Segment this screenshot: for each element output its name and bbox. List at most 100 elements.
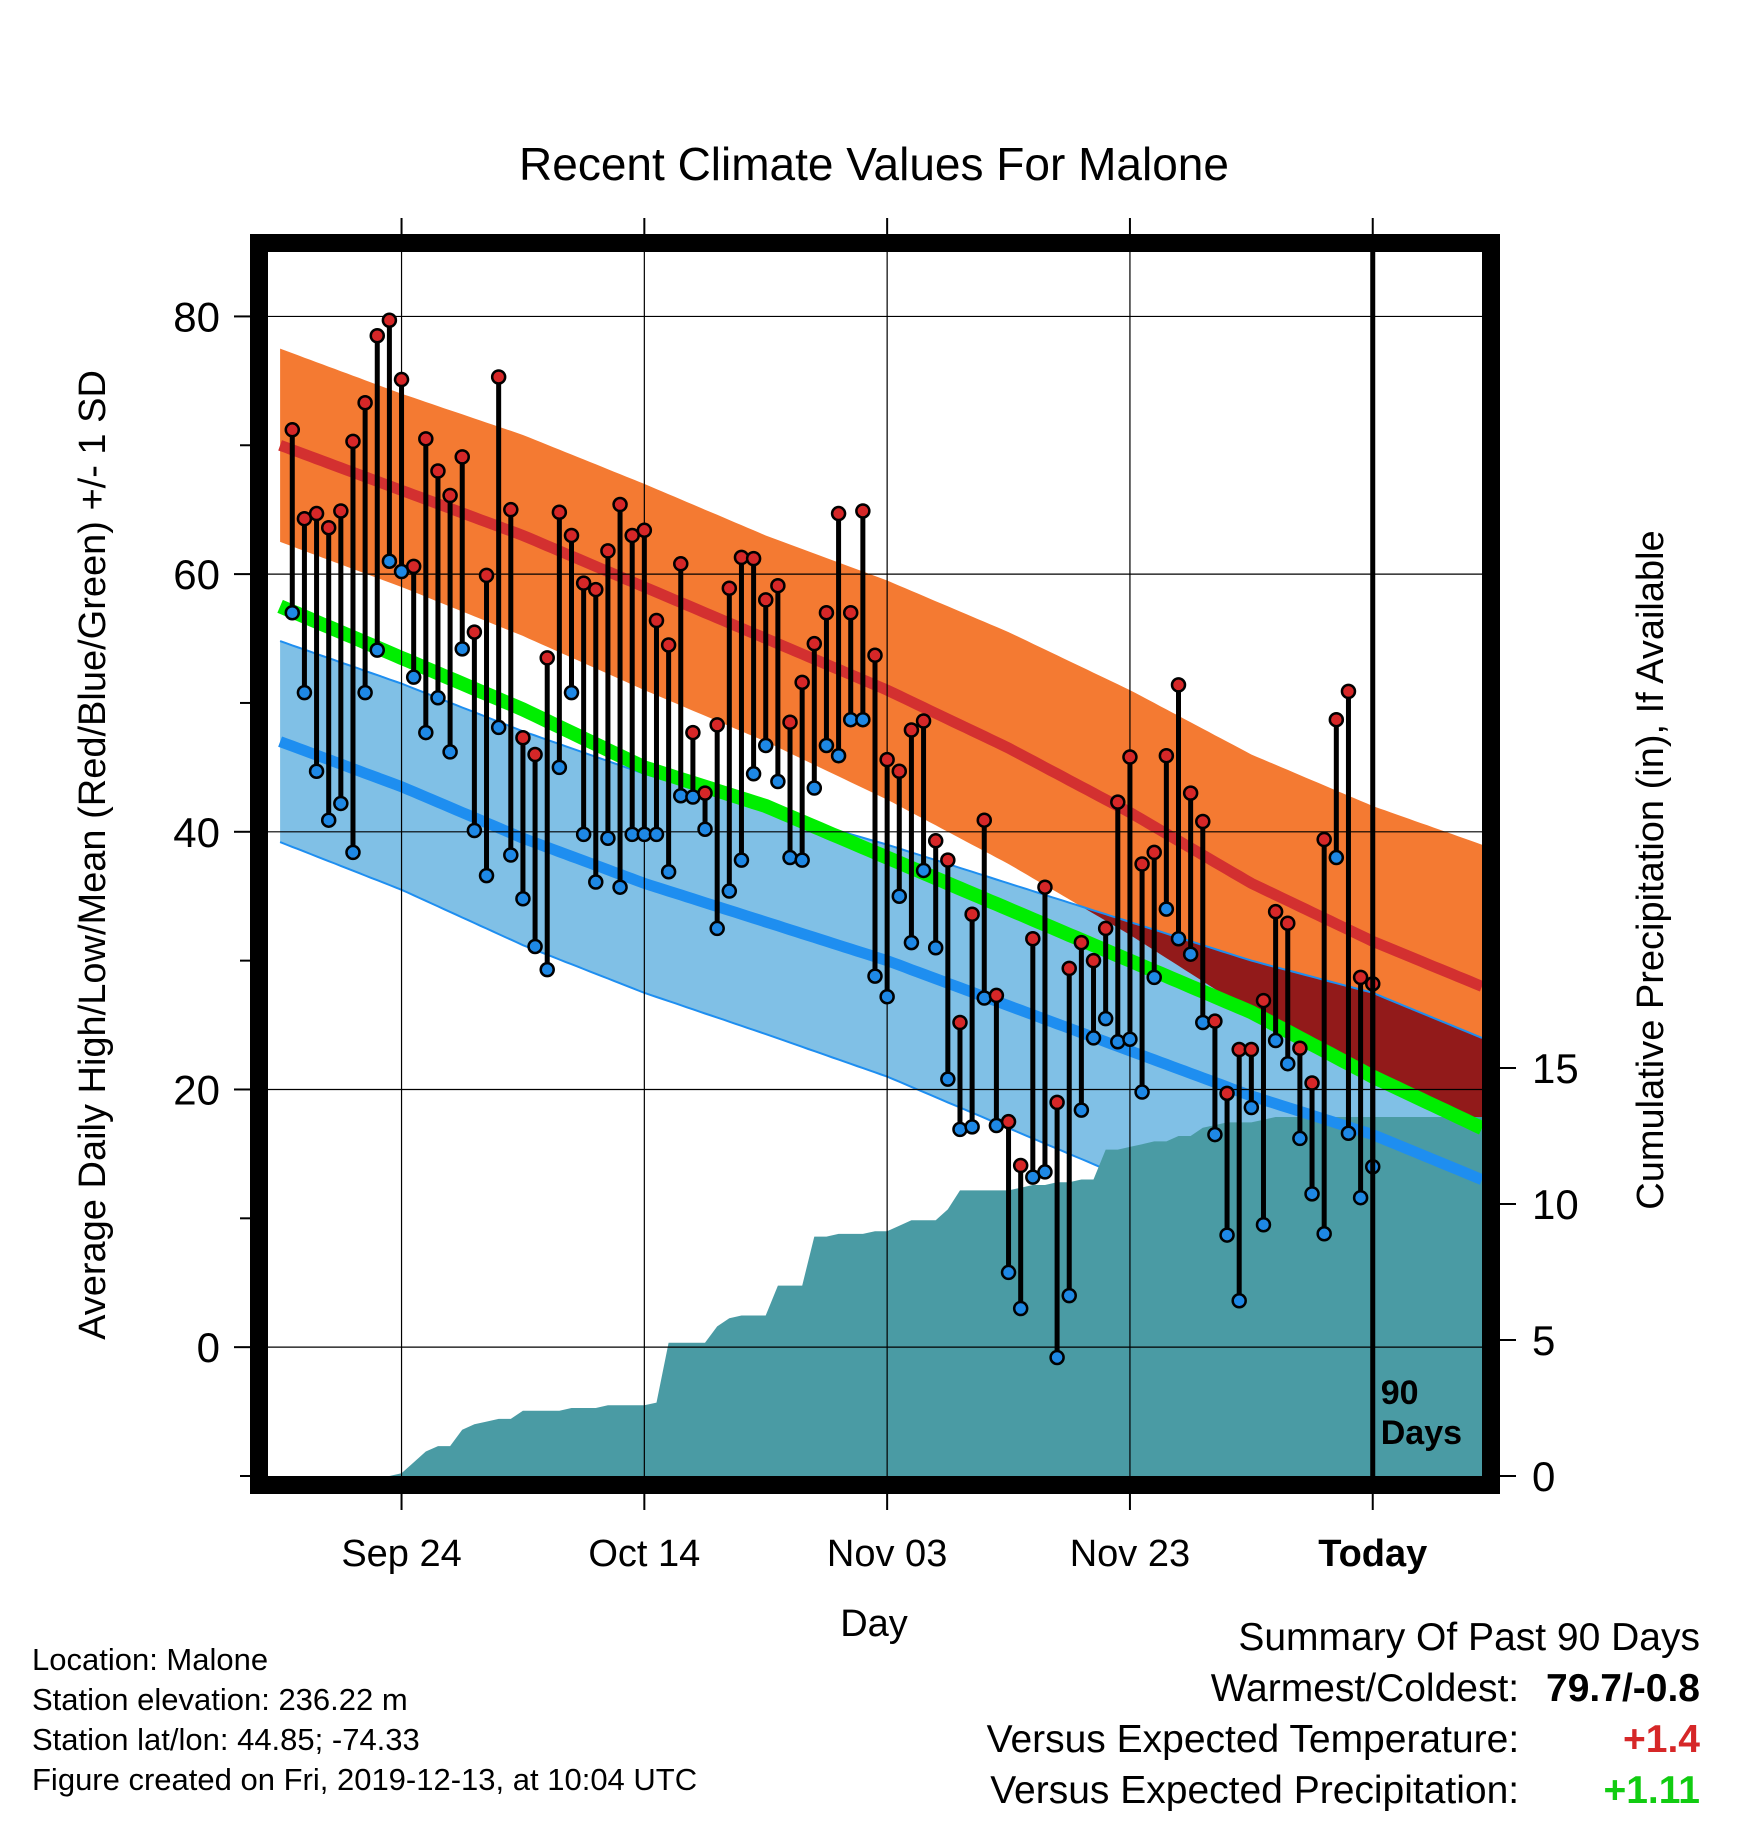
daily-high-point	[891, 763, 908, 779]
daily-low-point	[563, 684, 580, 701]
high-mean-line	[278, 440, 1482, 992]
daily-low-point	[830, 748, 847, 764]
daily-high-point	[1134, 856, 1150, 872]
daily-high-point	[588, 581, 604, 598]
daily-low-point	[1231, 1293, 1247, 1309]
daily-low-point	[418, 724, 434, 741]
daily-low-point	[891, 888, 908, 904]
daily-low-point	[539, 961, 555, 978]
daily-low-point	[1267, 1032, 1284, 1049]
daily-high-point	[830, 505, 847, 522]
y-right-tick-label: 0	[1532, 1453, 1555, 1500]
elevation-text: Station elevation: 236.22 m	[32, 1682, 408, 1717]
x-tick-label: Sep 24	[341, 1533, 461, 1575]
daily-low-point	[1158, 901, 1175, 917]
daily-low-point	[1097, 1010, 1114, 1027]
daily-low-point	[1061, 1287, 1077, 1304]
daily-high-point	[757, 592, 774, 608]
chart-title: Recent Climate Values For Malone	[519, 138, 1229, 190]
daily-low-point	[1037, 1164, 1053, 1180]
daily-low-point	[1207, 1126, 1223, 1143]
daily-high-point	[1037, 879, 1053, 895]
daily-high-point	[1122, 749, 1138, 765]
daily-low-point	[1316, 1226, 1332, 1242]
daily-low-point	[551, 759, 568, 776]
daily-high-point	[551, 504, 568, 521]
daily-low-point	[1219, 1227, 1235, 1243]
daily-low-point	[1243, 1099, 1260, 1116]
daily-low-point	[478, 867, 495, 884]
daily-low-point	[1328, 849, 1345, 866]
daily-low-point	[745, 766, 762, 782]
daily-high-point	[855, 503, 871, 519]
daily-low-point	[648, 826, 665, 843]
daily-high-point	[988, 987, 1005, 1004]
today-label-days-word: Days	[1381, 1414, 1462, 1452]
daily-low-point	[1304, 1186, 1320, 1202]
daily-low-point	[369, 642, 386, 658]
daily-high-point	[1267, 903, 1284, 920]
daily-low-point	[855, 711, 871, 728]
warm-cold-label: Warmest/Coldest:	[1210, 1667, 1520, 1710]
daily-low-point	[1000, 1264, 1017, 1281]
daily-high-point	[430, 463, 446, 479]
daily-low-point	[770, 773, 786, 790]
daily-low-point	[952, 1121, 968, 1138]
daily-high-point	[1328, 711, 1345, 728]
daily-low-point	[733, 852, 750, 868]
today-label-days-count: 90	[1381, 1374, 1419, 1412]
daily-low-point	[964, 1119, 980, 1135]
mean-line	[277, 599, 1482, 1135]
daily-low-point	[1182, 946, 1199, 962]
y-left-tick-label: 20	[173, 1066, 220, 1113]
daily-high-point	[1049, 1094, 1065, 1111]
daily-low-point	[588, 874, 604, 890]
daily-high-point	[1110, 794, 1126, 810]
daily-low-point	[806, 780, 823, 796]
daily-high-point	[515, 729, 531, 746]
daily-low-point	[1280, 1055, 1296, 1072]
daily-high-point	[539, 650, 555, 666]
daily-high-point	[393, 371, 410, 388]
precip-value: +1.11	[1603, 1769, 1700, 1812]
daily-low-point	[940, 1071, 956, 1087]
daily-low-point	[320, 812, 337, 828]
daily-low-point	[1122, 1031, 1138, 1047]
daily-low-point	[867, 968, 883, 984]
plot-frame	[250, 234, 1500, 1494]
daily-low-point	[1146, 969, 1162, 986]
daily-low-point	[697, 821, 713, 837]
daily-high-point	[1000, 1113, 1017, 1130]
daily-low-point	[709, 920, 725, 937]
daily-low-point	[466, 822, 483, 839]
daily-low-point	[454, 641, 470, 657]
daily-high-point	[357, 394, 373, 411]
daily-high-point	[600, 543, 616, 559]
daily-high-point	[612, 496, 628, 513]
daily-low-point	[381, 553, 398, 569]
daily-low-point	[503, 847, 519, 863]
daily-low-point	[915, 862, 932, 879]
daily-high-point	[685, 724, 701, 741]
created-text: Figure created on Fri, 2019-12-13, at 10…	[32, 1762, 698, 1797]
daily-high-point	[1304, 1075, 1320, 1091]
y-axis-label-left: Average Daily High/Low/Mean (Red/Blue/Gr…	[72, 370, 114, 1340]
summary-panel: Summary Of Past 90 Days Warmest/Coldest:…	[987, 1612, 1700, 1816]
daily-high-point	[381, 312, 398, 329]
daily-high-point	[660, 637, 677, 653]
daily-high-point	[1207, 1013, 1223, 1029]
daily-high-point	[927, 833, 944, 849]
daily-high-point	[1025, 930, 1041, 947]
daily-high-point	[1292, 1040, 1308, 1056]
station-info: Location: Malone Station elevation: 236.…	[32, 1640, 697, 1800]
summary-heading: Summary Of Past 90 Days	[1238, 1616, 1700, 1659]
daily-high-point	[369, 327, 386, 344]
daily-high-point	[1280, 915, 1296, 932]
daily-low-point	[1049, 1349, 1065, 1366]
daily-low-point	[600, 830, 616, 846]
daily-high-point	[636, 522, 653, 539]
daily-low-point	[575, 826, 592, 843]
daily-high-point	[442, 487, 458, 504]
temp-value: +1.4	[1623, 1718, 1700, 1761]
